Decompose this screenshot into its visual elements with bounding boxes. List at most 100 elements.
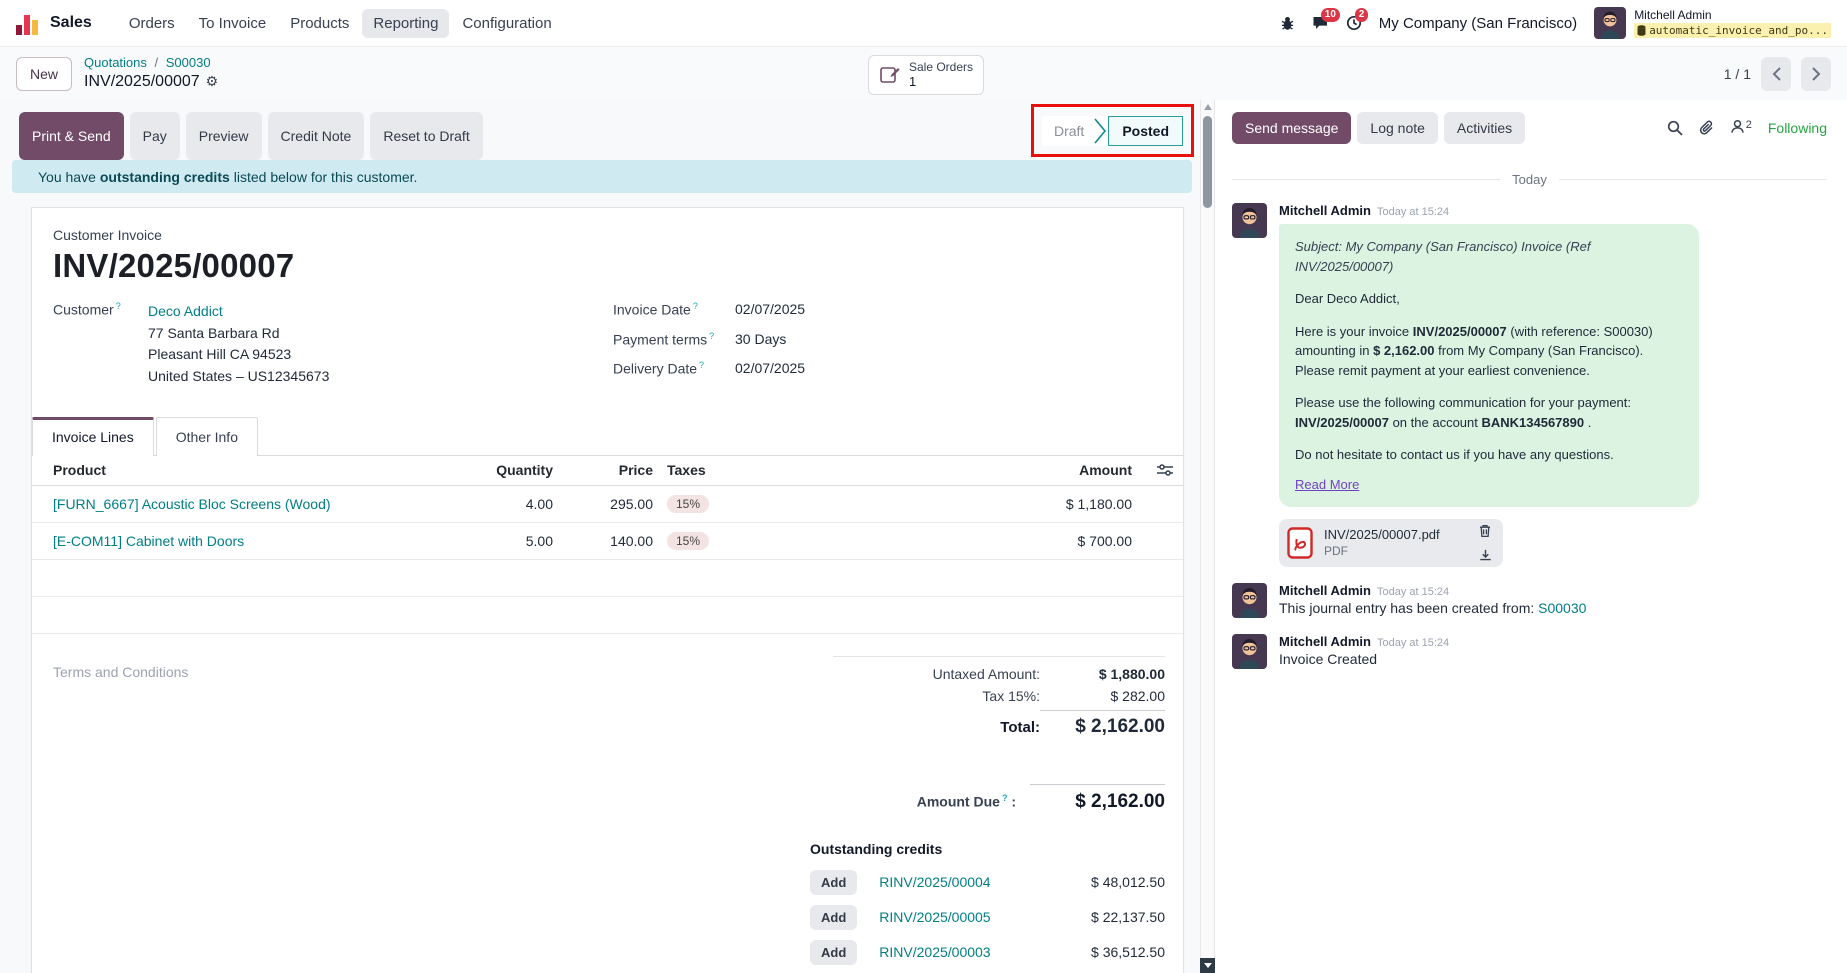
scroll-up-icon[interactable] [1203, 104, 1212, 110]
user-name: Mitchell Admin [1634, 8, 1712, 22]
customer-link[interactable]: Deco Addict [148, 303, 223, 319]
attachments-icon[interactable] [1699, 120, 1714, 136]
breadcrumb-quotations[interactable]: Quotations [84, 55, 147, 71]
message-paragraph: Please use the following communication f… [1295, 395, 1632, 430]
user-menu[interactable]: Mitchell Admin automatic_invoice_and_po.… [1594, 7, 1831, 39]
customer-label: Customer? [53, 301, 121, 318]
database-tag: automatic_invoice_and_po... [1634, 23, 1831, 38]
amount-due-row: Amount Due? : $ 2,162.00 [53, 783, 1165, 813]
quantity-cell[interactable]: 5.00 [525, 532, 553, 549]
pay-button[interactable]: Pay [129, 112, 180, 160]
attachment-type: PDF [1324, 543, 1348, 558]
company-switcher[interactable]: My Company (San Francisco) [1378, 14, 1578, 32]
credit-note-button[interactable]: Credit Note [267, 112, 365, 160]
optional-columns-icon[interactable] [1157, 463, 1183, 477]
chatter-panel: Send message Log note Activities 2 Follo… [1215, 100, 1847, 973]
tax-badge[interactable]: 15% [667, 531, 710, 550]
payment-terms-field[interactable]: 30 Days [735, 330, 787, 347]
table-row: [E-COM11] Cabinet with Doors 5.00 140.00… [32, 523, 1183, 560]
price-cell[interactable]: 140.00 [610, 532, 653, 549]
followers-count: 2 [1745, 119, 1752, 132]
message-avatar [1232, 634, 1267, 669]
menu-orders[interactable]: Orders [128, 14, 175, 32]
activities-button[interactable]: Activities [1443, 112, 1526, 144]
breadcrumb: Quotations / S00030 INV/2025/00007 ⚙ [84, 55, 218, 91]
menu-to-invoice[interactable]: To Invoice [198, 14, 267, 32]
edit-note-icon [879, 64, 901, 86]
reset-to-draft-button[interactable]: Reset to Draft [370, 112, 483, 160]
tab-invoice-lines[interactable]: Invoice Lines [32, 416, 154, 456]
gear-icon[interactable]: ⚙ [205, 72, 219, 89]
col-taxes: Taxes [667, 462, 706, 479]
sale-orders-smart-button[interactable]: Sale Orders 1 [868, 55, 985, 95]
app-logo-icon[interactable] [16, 11, 40, 35]
followers-icon[interactable]: 2 [1730, 119, 1752, 137]
print-send-button[interactable]: Print & Send [19, 112, 124, 160]
terms-and-conditions-field[interactable]: Terms and Conditions [53, 663, 189, 680]
add-credit-button[interactable]: Add [810, 939, 858, 965]
amount-due-value: $ 2,162.00 [1030, 783, 1165, 813]
search-messages-icon[interactable] [1667, 120, 1683, 136]
menu-products[interactable]: Products [290, 14, 350, 32]
credit-note-link[interactable]: RINV/2025/00005 [879, 909, 991, 926]
user-avatar [1594, 7, 1627, 39]
smart-button-label: Sale Orders [909, 60, 974, 74]
status-step-draft[interactable]: Draft [1053, 122, 1085, 139]
attachment-card[interactable]: INV/2025/00007.pdf PDF [1279, 519, 1503, 567]
tab-other-info[interactable]: Other Info [155, 416, 258, 456]
activities-clock-icon[interactable]: 2 [1346, 8, 1369, 31]
pager-next-icon[interactable] [1801, 56, 1831, 91]
invoice-date-field[interactable]: 02/07/2025 [735, 301, 806, 317]
new-button[interactable]: New [16, 56, 73, 91]
message: Mitchell Admin Today at 15:24 Subject: My… [1232, 203, 1827, 567]
add-credit-button[interactable]: Add [810, 869, 858, 895]
outstanding-credits-alert: You have outstanding credits listed below … [12, 160, 1192, 193]
invoice-number: INV/2025/00007 [53, 247, 295, 284]
scroll-down-icon[interactable] [1200, 958, 1215, 973]
breadcrumb-order[interactable]: S00030 [165, 55, 211, 71]
preview-button[interactable]: Preview [185, 112, 262, 160]
empty-line [32, 597, 1183, 634]
message-author: Mitchell Admin [1279, 634, 1371, 649]
download-attachment-icon[interactable] [1479, 549, 1495, 562]
read-more-link[interactable]: Read More [1295, 476, 1360, 492]
attachment-filename[interactable]: INV/2025/00007.pdf [1324, 526, 1440, 542]
credit-amount: $ 36,512.50 [1091, 944, 1165, 961]
product-link[interactable]: [FURN_6667] Acoustic Bloc Screens (Wood) [53, 495, 331, 512]
pager-text: 1 / 1 [1723, 65, 1751, 82]
status-step-posted[interactable]: Posted [1108, 115, 1184, 146]
day-divider: Today [1232, 172, 1827, 187]
send-message-button[interactable]: Send message [1232, 112, 1352, 144]
following-toggle[interactable]: Following [1767, 120, 1827, 136]
price-cell[interactable]: 295.00 [610, 495, 653, 512]
tax-badge[interactable]: 15% [667, 494, 710, 513]
outstanding-credits-title: Outstanding credits [810, 840, 943, 857]
breadcrumb-separator: / [154, 55, 159, 71]
untaxed-amount: $ 1,880.00 [1098, 665, 1165, 682]
log-note-button[interactable]: Log note [1357, 112, 1438, 144]
product-link[interactable]: [E-COM11] Cabinet with Doors [53, 532, 245, 549]
quantity-cell[interactable]: 4.00 [525, 495, 553, 512]
delivery-date-field[interactable]: 02/07/2025 [735, 360, 806, 377]
message-time: Today at 15:24 [1376, 206, 1450, 218]
activities-badge: 2 [1354, 8, 1369, 22]
vertical-scrollbar [1200, 100, 1215, 973]
add-credit-button[interactable]: Add [810, 904, 858, 930]
scrollbar-thumb[interactable] [1203, 116, 1212, 208]
delete-attachment-icon[interactable] [1479, 524, 1495, 538]
document-type-label: Customer Invoice [53, 227, 162, 243]
app-name: Sales [50, 14, 92, 31]
source-order-link[interactable]: S00030 [1538, 600, 1587, 616]
totals-block: Untaxed Amount: $ 1,880.00 Tax 15%: $ 28… [833, 655, 1165, 744]
menu-reporting[interactable]: Reporting [362, 8, 450, 38]
debug-bug-icon[interactable] [1280, 16, 1295, 31]
message-subject: Subject: My Company (San Francisco) Invo… [1295, 239, 1591, 274]
credit-note-link[interactable]: RINV/2025/00004 [879, 874, 991, 891]
menu-configuration[interactable]: Configuration [462, 14, 552, 32]
message-greeting: Dear Deco Addict, [1295, 291, 1400, 306]
table-row: [FURN_6667] Acoustic Bloc Screens (Wood)… [32, 486, 1183, 523]
pager-previous-icon[interactable] [1761, 56, 1791, 91]
message-time: Today at 15:24 [1376, 637, 1450, 649]
credit-note-link[interactable]: RINV/2025/00003 [879, 944, 991, 961]
messages-icon[interactable]: 10 [1312, 8, 1340, 31]
